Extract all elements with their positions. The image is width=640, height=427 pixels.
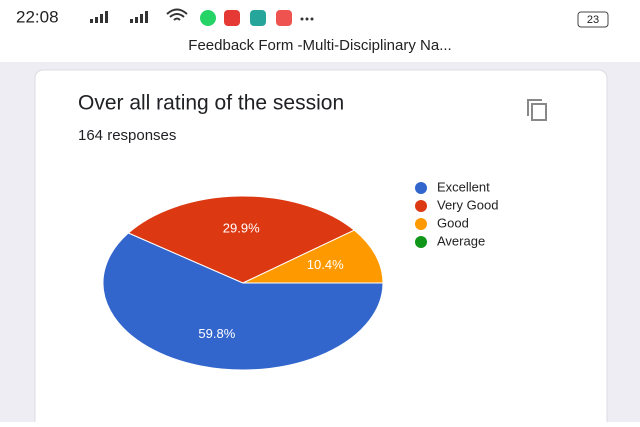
data-label: 10.4%	[307, 257, 344, 272]
legend-label: Excellent	[437, 179, 490, 194]
pie-slice	[102, 232, 384, 371]
legend-swatch	[415, 200, 427, 212]
signal-icons	[90, 8, 314, 26]
data-label: 59.8%	[198, 326, 235, 341]
copy-icon[interactable]	[527, 99, 547, 121]
legend-label: Very Good	[437, 197, 498, 212]
pie-slice	[127, 195, 356, 284]
page-title: Feedback Form -Multi-Disciplinary Na...	[188, 37, 451, 54]
legend-label: Average	[437, 233, 485, 248]
battery-icon	[577, 11, 609, 28]
data-label: 29.9%	[223, 221, 260, 236]
pie-slice	[242, 229, 384, 284]
legend-swatch	[415, 182, 427, 194]
legend-swatch	[415, 236, 427, 248]
chart-title: Over all rating of the session	[78, 92, 344, 115]
status-time: 22:08	[16, 7, 59, 26]
battery-level: 23	[587, 14, 599, 26]
chart-subtitle: 164 responses	[78, 127, 176, 144]
legend-label: Good	[437, 215, 469, 230]
legend-swatch	[415, 218, 427, 230]
